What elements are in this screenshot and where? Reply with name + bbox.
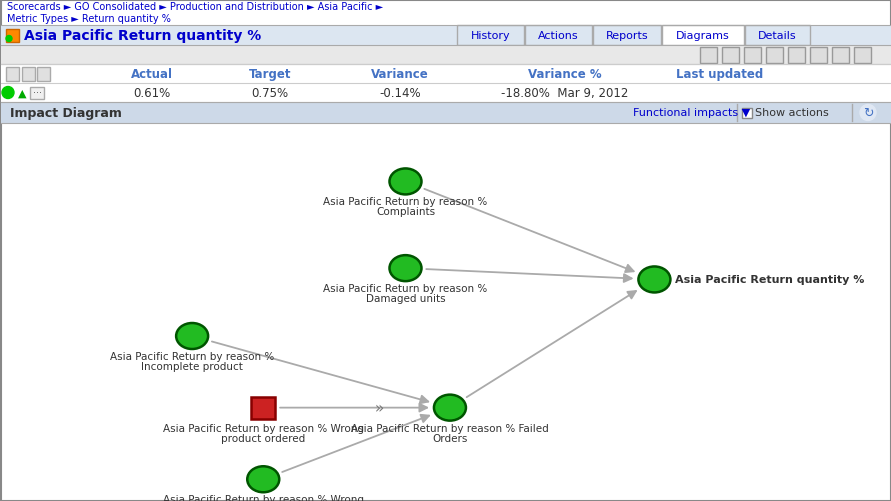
- Text: Complaints: Complaints: [376, 207, 435, 217]
- Text: Variance %: Variance %: [528, 68, 601, 81]
- Text: Asia Pacific Return by reason %: Asia Pacific Return by reason %: [323, 284, 487, 294]
- FancyBboxPatch shape: [810, 48, 827, 63]
- Text: Reports: Reports: [606, 31, 649, 41]
- FancyBboxPatch shape: [1, 46, 890, 65]
- Text: Actions: Actions: [538, 31, 579, 41]
- Text: Orders: Orders: [432, 433, 468, 443]
- FancyBboxPatch shape: [37, 67, 50, 81]
- Text: 0.61%: 0.61%: [134, 87, 170, 100]
- Text: product ordered: product ordered: [221, 433, 306, 443]
- FancyBboxPatch shape: [251, 397, 275, 419]
- FancyBboxPatch shape: [593, 26, 661, 46]
- Text: ▲: ▲: [18, 88, 26, 98]
- FancyBboxPatch shape: [1, 84, 890, 103]
- Text: »: »: [374, 400, 384, 415]
- Ellipse shape: [639, 267, 670, 293]
- FancyBboxPatch shape: [722, 48, 739, 63]
- Text: Asia Pacific Return by reason % Failed: Asia Pacific Return by reason % Failed: [351, 423, 549, 433]
- FancyBboxPatch shape: [1, 26, 890, 46]
- Text: Show actions: Show actions: [755, 108, 829, 118]
- FancyBboxPatch shape: [22, 67, 35, 81]
- Text: -0.14%: -0.14%: [380, 87, 421, 100]
- Ellipse shape: [389, 256, 421, 282]
- Text: Functional impacts ▼: Functional impacts ▼: [633, 108, 750, 118]
- FancyBboxPatch shape: [854, 48, 871, 63]
- FancyBboxPatch shape: [30, 87, 44, 99]
- Circle shape: [860, 105, 876, 121]
- Text: ···: ···: [32, 88, 42, 98]
- Text: Details: Details: [758, 31, 797, 41]
- FancyBboxPatch shape: [6, 67, 19, 81]
- Circle shape: [6, 37, 12, 43]
- Text: -18.80%  Mar 9, 2012: -18.80% Mar 9, 2012: [502, 87, 629, 100]
- Text: Asia Pacific Return by reason % Wrong: Asia Pacific Return by reason % Wrong: [163, 494, 364, 501]
- Text: Last updated: Last updated: [676, 68, 764, 81]
- Text: Actual: Actual: [131, 68, 173, 81]
- Text: Target: Target: [249, 68, 291, 81]
- FancyBboxPatch shape: [744, 48, 761, 63]
- Text: Asia Pacific Return by reason % Wrong: Asia Pacific Return by reason % Wrong: [163, 423, 364, 433]
- Ellipse shape: [176, 323, 208, 349]
- Circle shape: [2, 87, 14, 99]
- Text: Damaged units: Damaged units: [365, 294, 446, 304]
- Text: Incomplete product: Incomplete product: [141, 361, 243, 371]
- FancyBboxPatch shape: [1, 103, 890, 124]
- Text: Diagrams: Diagrams: [676, 31, 730, 41]
- FancyBboxPatch shape: [1, 65, 890, 84]
- FancyBboxPatch shape: [745, 26, 810, 46]
- Text: Scorecards ► GO Consolidated ► Production and Distribution ► Asia Pacific ►: Scorecards ► GO Consolidated ► Productio…: [7, 2, 383, 12]
- FancyBboxPatch shape: [742, 108, 752, 118]
- FancyBboxPatch shape: [457, 26, 524, 46]
- Text: Asia Pacific Return by reason %: Asia Pacific Return by reason %: [110, 351, 274, 361]
- FancyBboxPatch shape: [6, 30, 19, 43]
- Text: ↻: ↻: [862, 107, 873, 120]
- Text: Impact Diagram: Impact Diagram: [10, 107, 122, 120]
- Ellipse shape: [248, 466, 279, 492]
- Text: Asia Pacific Return quantity %: Asia Pacific Return quantity %: [24, 29, 261, 43]
- Text: Asia Pacific Return by reason %: Asia Pacific Return by reason %: [323, 197, 487, 207]
- FancyBboxPatch shape: [662, 26, 744, 46]
- Ellipse shape: [434, 395, 466, 421]
- FancyBboxPatch shape: [788, 48, 805, 63]
- FancyBboxPatch shape: [766, 48, 783, 63]
- Text: Asia Pacific Return quantity %: Asia Pacific Return quantity %: [675, 275, 865, 285]
- FancyBboxPatch shape: [525, 26, 592, 46]
- Text: 0.75%: 0.75%: [251, 87, 289, 100]
- FancyBboxPatch shape: [700, 48, 717, 63]
- Ellipse shape: [389, 169, 421, 195]
- Text: History: History: [470, 31, 511, 41]
- Text: Metric Types ► Return quantity %: Metric Types ► Return quantity %: [7, 15, 171, 25]
- Text: Variance: Variance: [372, 68, 429, 81]
- FancyBboxPatch shape: [832, 48, 849, 63]
